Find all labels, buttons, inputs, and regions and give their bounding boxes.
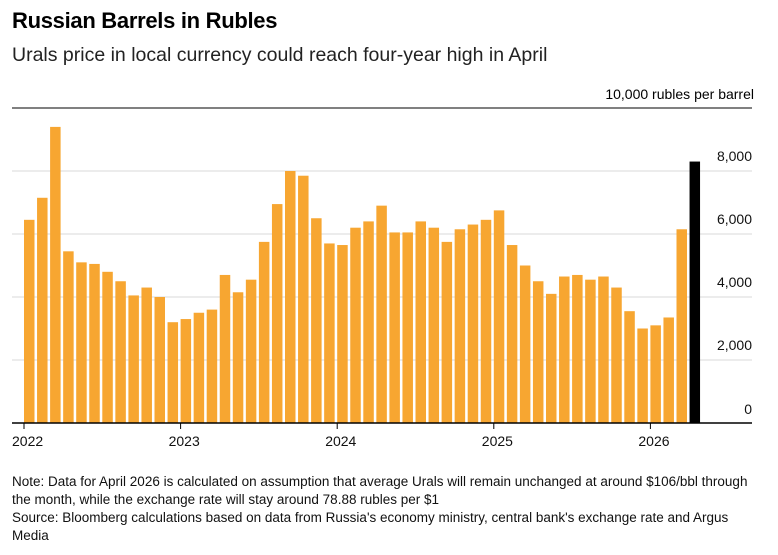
bar: [298, 175, 309, 423]
chart-title: Russian Barrels in Rubles: [12, 8, 278, 33]
source-text: Source: Bloomberg calculations based on …: [12, 510, 729, 543]
chart-subtitle: Urals price in local currency could reac…: [12, 44, 548, 66]
bar: [532, 281, 544, 423]
bar: [37, 197, 48, 423]
bar: [128, 295, 139, 423]
bars: [24, 126, 701, 424]
x-tick-label: 2024: [325, 433, 356, 449]
bar: [650, 325, 661, 423]
x-axis-ticks: 2022 2023 2024 2025 2026: [12, 422, 752, 449]
bar: [337, 245, 348, 423]
bar: [232, 292, 244, 423]
footnote: Note: Data for April 2026 is calculated …: [12, 473, 768, 545]
y-tick-label: 2,000: [717, 337, 752, 353]
bar: [572, 274, 583, 423]
x-tick-label: 2022: [12, 433, 43, 449]
bar: [76, 262, 87, 423]
bar: [245, 279, 257, 423]
y-axis-ticks: 0 2,000 4,000 6,000 8,000: [717, 148, 752, 417]
bar: [363, 221, 374, 423]
x-tick-label: 2025: [482, 433, 513, 449]
bar: [389, 232, 400, 423]
bar: [493, 210, 505, 424]
bar: [193, 312, 205, 423]
bar: [167, 322, 179, 423]
bar: [467, 224, 479, 423]
bar: [50, 126, 61, 424]
bar: [271, 204, 283, 423]
bar: [598, 276, 609, 423]
bar: [89, 263, 100, 423]
bar: [324, 243, 335, 423]
unit-label: 10,000 rubles per barrel: [605, 86, 754, 102]
bar: [480, 219, 492, 423]
bar: [415, 221, 426, 423]
bar: [206, 309, 218, 423]
bar: [376, 205, 387, 423]
y-tick-label: 4,000: [717, 274, 752, 290]
bar: [624, 311, 635, 423]
bar: [63, 251, 74, 423]
bar: [546, 293, 557, 423]
bar: [141, 287, 152, 423]
bar: [311, 218, 322, 423]
bar: [454, 229, 466, 423]
bar: [559, 276, 570, 423]
bar: [115, 281, 126, 423]
bar: [102, 271, 113, 423]
bar: [258, 241, 270, 424]
bar: [180, 319, 192, 423]
bar: [663, 317, 674, 423]
bar: [350, 227, 361, 423]
bar: [219, 274, 231, 423]
bar: [611, 287, 622, 423]
bar: [506, 245, 518, 423]
bar-highlight: [689, 161, 701, 424]
x-tick-label: 2023: [169, 433, 200, 449]
bar: [428, 227, 440, 423]
bar: [402, 232, 413, 423]
bar: [24, 219, 35, 423]
bar: [285, 171, 296, 423]
y-tick-label: 6,000: [717, 211, 752, 227]
bar: [676, 229, 687, 423]
note-text: Note: Data for April 2026 is calculated …: [12, 474, 748, 507]
bar: [519, 265, 531, 423]
x-tick-label: 2026: [638, 433, 669, 449]
bar: [585, 279, 596, 423]
y-tick-label: 0: [744, 401, 752, 417]
bar: [154, 297, 165, 423]
bar: [441, 241, 453, 424]
y-tick-label: 8,000: [717, 148, 752, 164]
bar: [637, 328, 648, 423]
